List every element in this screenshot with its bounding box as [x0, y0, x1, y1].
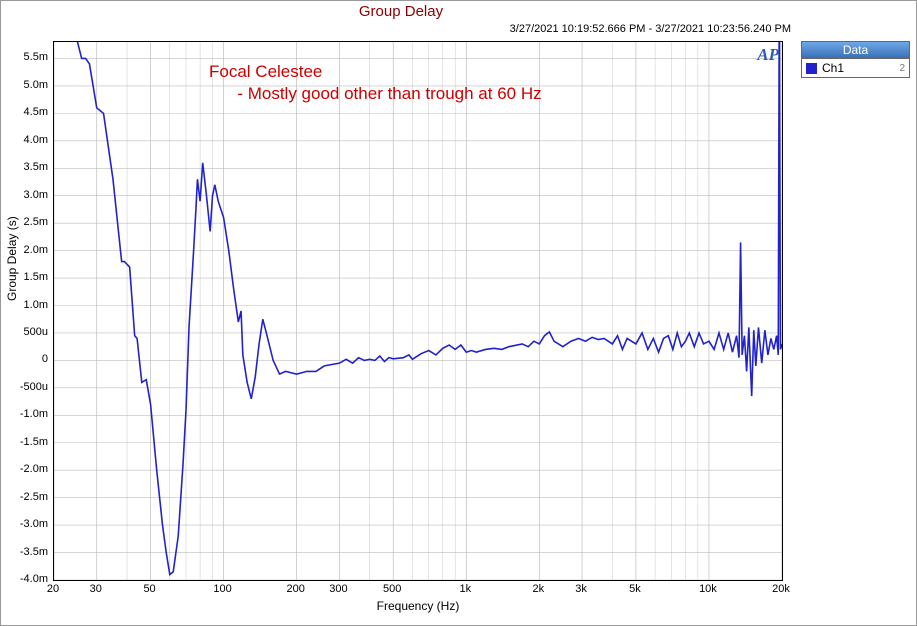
- ytick-label: 2.5m: [0, 216, 48, 228]
- ytick-label: -4.0m: [0, 573, 48, 585]
- ytick-label: -3.5m: [0, 546, 48, 558]
- xtick-label: 3k: [575, 583, 587, 595]
- ytick-label: 4.5m: [0, 106, 48, 118]
- timestamp-label: 3/27/2021 10:19:52.666 PM - 3/27/2021 10…: [510, 23, 791, 35]
- ytick-label: 0: [0, 353, 48, 365]
- legend: Data Ch1 2: [801, 41, 910, 78]
- legend-label: Ch1: [822, 61, 844, 75]
- xtick-label: 300: [329, 583, 347, 595]
- ytick-label: 4.0m: [0, 134, 48, 146]
- xtick-label: 10k: [699, 583, 717, 595]
- ytick-label: 3.0m: [0, 189, 48, 201]
- legend-header: Data: [802, 42, 909, 59]
- legend-item[interactable]: Ch1 2: [802, 59, 909, 77]
- legend-swatch: [806, 63, 817, 74]
- xtick-label: 20: [47, 583, 59, 595]
- x-axis-label: Frequency (Hz): [53, 599, 783, 613]
- ytick-label: 3.5m: [0, 161, 48, 173]
- ytick-label: 1.0m: [0, 299, 48, 311]
- xtick-label: 1k: [459, 583, 471, 595]
- ytick-label: -2.5m: [0, 491, 48, 503]
- ytick-label: -1.0m: [0, 408, 48, 420]
- ytick-label: 2.0m: [0, 244, 48, 256]
- xtick-label: 50: [143, 583, 155, 595]
- legend-suffix: 2: [899, 63, 905, 74]
- ytick-label: 500u: [0, 326, 48, 338]
- annotation-line-2: - Mostly good other than trough at 60 Hz: [209, 84, 542, 104]
- xtick-label: 5k: [629, 583, 641, 595]
- chart-title: Group Delay: [1, 3, 801, 20]
- xtick-label: 30: [90, 583, 102, 595]
- ytick-label: 1.5m: [0, 271, 48, 283]
- xtick-label: 200: [286, 583, 304, 595]
- y-axis-label: Group Delay (s): [5, 216, 19, 301]
- ytick-label: -1.5m: [0, 436, 48, 448]
- ytick-label: -2.0m: [0, 463, 48, 475]
- ytick-label: -500u: [0, 381, 48, 393]
- ap-logo: AP: [757, 45, 779, 65]
- annotation-line-1: Focal Celestee: [209, 62, 322, 82]
- curve-svg: [54, 42, 782, 580]
- ytick-label: -3.0m: [0, 518, 48, 530]
- plot-area: AP Focal Celestee - Mostly good other th…: [53, 41, 783, 581]
- xtick-label: 500: [383, 583, 401, 595]
- xtick-label: 100: [213, 583, 231, 595]
- ytick-label: 5.0m: [0, 79, 48, 91]
- ytick-label: 5.5m: [0, 51, 48, 63]
- xtick-label: 20k: [772, 583, 790, 595]
- chart-container: Group Delay 3/27/2021 10:19:52.666 PM - …: [0, 0, 917, 626]
- xtick-label: 2k: [533, 583, 545, 595]
